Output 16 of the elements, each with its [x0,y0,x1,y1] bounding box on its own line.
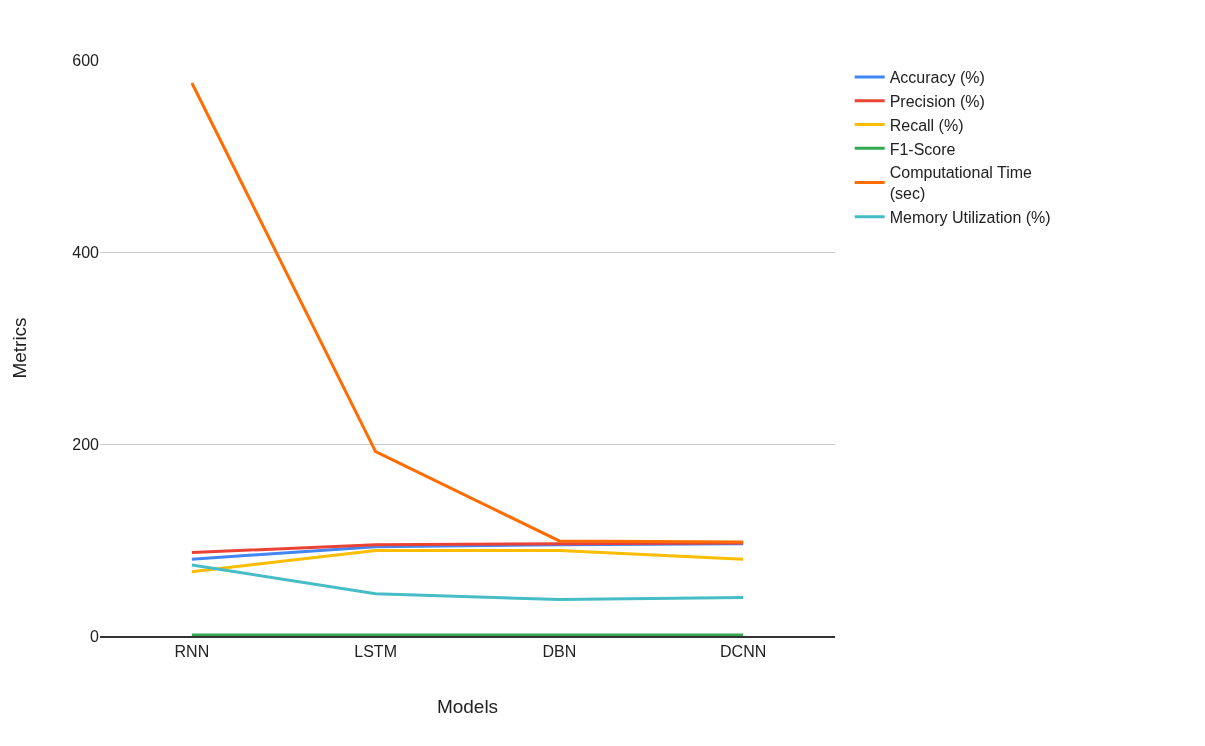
legend-label: Precision (%) [889,92,985,110]
legend-label: Accuracy (%) [889,69,985,87]
y-tick-label: 600 [72,51,100,69]
x-tick-label: DBN [542,643,577,661]
legend-label: Memory Utilization (%) [889,208,1051,226]
y-tick-label: 200 [72,435,100,453]
x-tick-label: LSTM [354,643,397,661]
x-tick-label: RNN [174,643,210,661]
y-tick-label: 400 [72,243,100,261]
x-axis-title: Models [436,695,499,717]
y-tick-label: 0 [90,627,100,645]
legend-label: Computational Time (sec) [889,164,1033,203]
y-axis-title: Metrics [9,317,31,379]
legend-label: F1-Score [889,140,956,158]
x-tick-label: DCNN [720,643,767,661]
legend-label: Recall (%) [889,116,964,134]
